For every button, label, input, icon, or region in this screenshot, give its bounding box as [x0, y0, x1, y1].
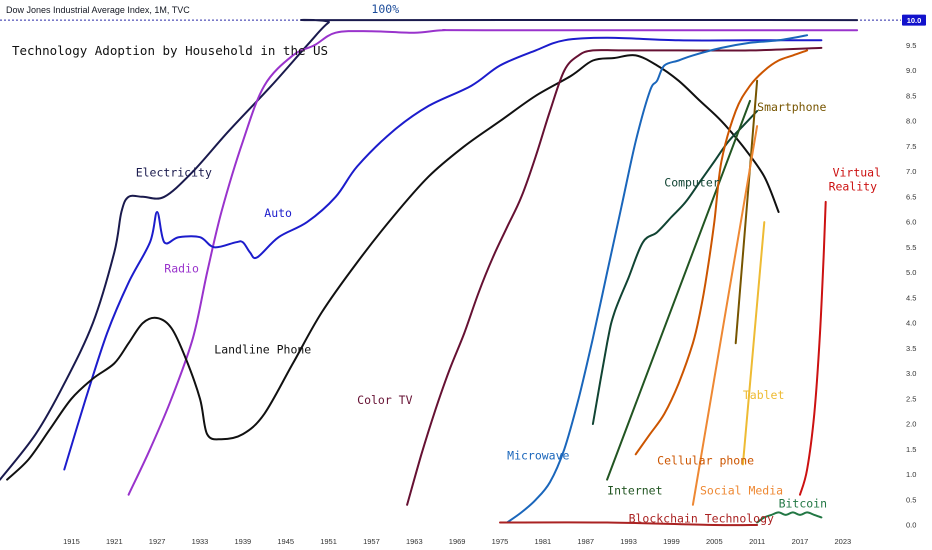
price-badge-label: 10.0 [907, 16, 922, 25]
x-tick-label: 1951 [320, 537, 337, 546]
y-tick-label: 4.0 [906, 319, 916, 328]
series-line-internet [606, 99, 751, 481]
y-tick-label: 9.0 [906, 66, 916, 75]
y-tick-label: 8.5 [906, 91, 916, 100]
x-tick-label: 1975 [492, 537, 509, 546]
hundred-percent-label: 100% [371, 2, 399, 16]
series-label-cellular-phone: Cellular phone [657, 453, 754, 467]
price-badge [902, 14, 926, 26]
x-tick-label: 1939 [235, 537, 252, 546]
series-label-tablet: Tablet [743, 388, 785, 402]
series-line-radio [127, 29, 859, 496]
series-label-blockchain-technology: Blockchain Technology [629, 511, 774, 525]
series-line-blockchain-technology [499, 521, 759, 527]
series-label-bitcoin: Bitcoin [779, 496, 827, 510]
series-lines [0, 18, 859, 527]
y-tick-label: 0.5 [906, 495, 916, 504]
series-line-microwave [506, 34, 809, 524]
x-axis: 1915 1921 1927 1933 1939 1945 1951 1957 1963 1969… [63, 537, 851, 546]
series-line-bitcoin [756, 511, 823, 524]
chart-title: Technology Adoption by Household in the … [12, 43, 328, 58]
series-label-computer: Computer [664, 176, 719, 190]
y-tick-label: 2.5 [906, 394, 916, 403]
y-tick-label: 6.5 [906, 192, 916, 201]
series-line-auto [63, 36, 823, 471]
x-tick-label: 1963 [406, 537, 423, 546]
x-tick-label: 1945 [277, 537, 294, 546]
x-tick-label: 1999 [663, 537, 680, 546]
chart-symbol-header: Dow Jones Industrial Average Index, 1M, … [6, 5, 190, 15]
x-tick-label: 1987 [577, 537, 594, 546]
y-tick-label: 3.0 [906, 369, 916, 378]
y-tick-label: 4.5 [906, 293, 916, 302]
y-tick-label: 2.0 [906, 420, 916, 429]
x-tick-label: 2017 [792, 537, 809, 546]
x-tick-label: 1969 [449, 537, 466, 546]
x-tick-label: 1921 [106, 537, 123, 546]
series-line-landline-phone [6, 54, 780, 481]
series-line-color-tv [406, 46, 823, 506]
y-tick-label: 7.0 [906, 167, 916, 176]
x-tick-label: 1933 [192, 537, 209, 546]
series-label-landline-phone: Landline Phone [214, 342, 311, 356]
y-tick-label: 6.0 [906, 218, 916, 227]
y-tick-label: 7.5 [906, 142, 916, 151]
series-label-smartphone: Smartphone [757, 100, 826, 114]
y-tick-label: 3.5 [906, 344, 916, 353]
series-line-smartphone [734, 79, 759, 345]
series-label-social-media: Social Media [700, 484, 783, 498]
x-tick-label: 1927 [149, 537, 166, 546]
x-tick-label: 1915 [63, 537, 80, 546]
series-label-electricity: Electricity [136, 166, 212, 180]
series-label-radio: Radio [164, 262, 199, 276]
x-tick-label: 1981 [535, 537, 552, 546]
series-line-social-media [691, 125, 759, 506]
series-label-microwave: Microwave [507, 448, 569, 462]
series-line-computer [591, 110, 759, 425]
y-tick-label: 1.5 [906, 445, 916, 454]
series-label-internet: Internet [607, 484, 662, 498]
series-label-auto: Auto [264, 206, 292, 220]
series-line-electricity [0, 18, 859, 481]
x-tick-label: 1993 [620, 537, 637, 546]
x-tick-label: 2023 [835, 537, 852, 546]
series-labels: Electricity Radio Auto Landline Phone Color … [136, 100, 881, 525]
series-label-virtual-reality: Virtual Reality [829, 166, 881, 194]
y-tick-label: 5.0 [906, 268, 916, 277]
series-line-virtual-reality [799, 200, 827, 496]
x-tick-label: 1957 [363, 537, 380, 546]
y-tick-label: 1.0 [906, 470, 916, 479]
y-axis: 0.0 0.5 1.0 1.5 2.0 2.5 3.0 3.5 4.0 4.5 5.0 5.5 6.0 6… [906, 41, 916, 530]
x-tick-label: 2005 [706, 537, 723, 546]
y-tick-label: 5.5 [906, 243, 916, 252]
y-tick-label: 8.0 [906, 117, 916, 126]
hundred-percent-line: 10.0 100% [0, 2, 926, 26]
series-label-color-tv: Color TV [357, 393, 412, 407]
series-line-cellular-phone [634, 49, 809, 456]
y-tick-label: 0.0 [906, 521, 916, 530]
y-tick-label: 9.5 [906, 41, 916, 50]
x-tick-label: 2011 [749, 537, 765, 546]
series-line-tablet [741, 221, 766, 466]
